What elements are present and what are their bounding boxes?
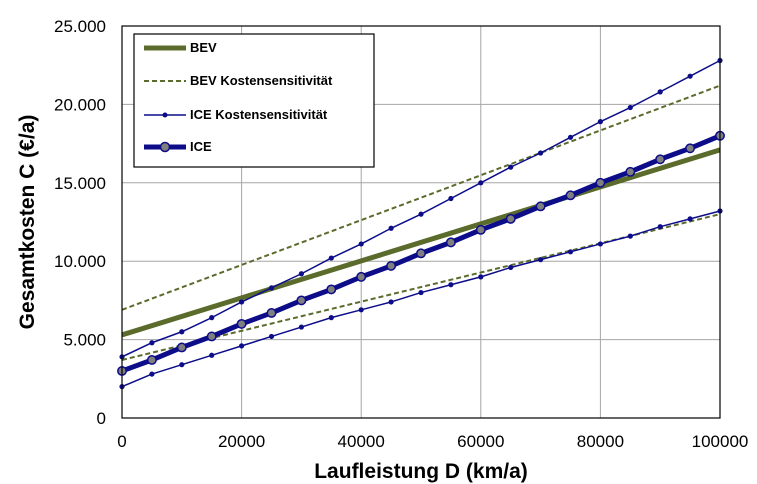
legend-label-bev-sensitivity: BEV Kostensensitivität xyxy=(190,73,333,88)
data-point xyxy=(176,342,187,353)
data-point xyxy=(388,225,394,231)
y-tick-label: 25.000 xyxy=(54,17,106,36)
data-point xyxy=(657,89,663,95)
data-point xyxy=(657,224,663,230)
data-point xyxy=(538,257,544,263)
data-point xyxy=(296,295,307,306)
data-point xyxy=(478,180,484,186)
y-tick-label: 5.000 xyxy=(63,331,106,350)
data-point xyxy=(239,343,245,349)
legend-marker-ice-sensitivity xyxy=(162,112,168,118)
data-point xyxy=(505,213,516,224)
data-point xyxy=(687,216,693,222)
x-tick-label: 100000 xyxy=(692,432,749,451)
data-point xyxy=(146,355,157,365)
legend: BEV BEV Kostensensitivität ICE Kostensen… xyxy=(133,33,375,168)
legend-label-bev: BEV xyxy=(190,40,217,55)
data-point xyxy=(236,318,247,329)
x-tick-label: 40000 xyxy=(338,432,385,451)
data-point xyxy=(149,340,155,346)
data-point xyxy=(268,285,275,291)
data-point xyxy=(565,190,576,201)
data-point xyxy=(268,333,275,340)
data-point xyxy=(448,195,454,202)
legend-label-ice: ICE xyxy=(190,139,212,154)
data-point xyxy=(266,307,277,318)
data-point xyxy=(298,324,304,330)
data-point xyxy=(326,284,337,295)
data-point xyxy=(567,134,574,140)
data-point xyxy=(478,274,484,280)
data-point xyxy=(206,331,217,342)
series-line-bev xyxy=(121,147,721,338)
data-point xyxy=(535,201,546,212)
x-tick-label: 20000 xyxy=(218,432,265,451)
data-point xyxy=(418,289,424,296)
data-point xyxy=(209,352,215,358)
x-tick-label: 0 xyxy=(117,432,126,451)
data-point xyxy=(687,73,693,79)
legend-label-ice-sensitivity: ICE Kostensensitivität xyxy=(190,107,328,122)
y-tick-label: 15.000 xyxy=(54,174,106,193)
data-point xyxy=(358,241,364,247)
data-point xyxy=(627,233,633,239)
x-axis-title: Laufleistung D (km/a) xyxy=(314,460,528,483)
legend-box xyxy=(133,33,375,168)
data-point xyxy=(418,211,424,217)
plot-frame xyxy=(121,25,721,419)
y-tick-labels: 0 5.000 10.000 15.000 20.000 25.000 xyxy=(54,17,106,428)
data-point xyxy=(179,329,185,335)
data-point xyxy=(328,255,334,261)
data-point xyxy=(625,166,636,177)
data-point xyxy=(508,164,514,170)
data-point xyxy=(448,282,454,288)
data-point xyxy=(685,143,696,154)
data-point xyxy=(328,315,334,321)
y-tick-label: 0 xyxy=(97,409,106,428)
data-point xyxy=(475,224,486,235)
x-tick-label: 60000 xyxy=(457,432,504,451)
data-point xyxy=(386,260,397,271)
x-tick-label: 80000 xyxy=(577,432,624,451)
data-point xyxy=(567,249,574,255)
data-point xyxy=(627,104,633,111)
data-point xyxy=(149,371,155,377)
data-point xyxy=(356,271,367,282)
data-point xyxy=(597,119,604,125)
data-point xyxy=(239,299,245,305)
y-tick-label: 20.000 xyxy=(54,95,106,114)
data-point xyxy=(597,241,604,247)
data-point xyxy=(388,299,394,305)
data-point xyxy=(358,307,364,313)
data-point xyxy=(655,154,666,165)
data-point xyxy=(416,248,426,259)
data-point xyxy=(538,150,544,156)
data-point xyxy=(298,271,304,277)
series-line-bev-kostensensitivit-t xyxy=(121,84,721,311)
y-axis-title: Gesamtkosten C (€/a) xyxy=(16,115,39,330)
data-point xyxy=(179,362,185,368)
data-point xyxy=(209,315,215,321)
y-tick-label: 10.000 xyxy=(54,252,106,271)
legend-marker-ice xyxy=(159,141,171,153)
data-point xyxy=(508,264,514,271)
series-layer xyxy=(117,57,725,390)
data-point xyxy=(445,237,456,248)
data-point xyxy=(595,177,606,188)
x-tick-labels: 0 20000 40000 60000 80000 100000 xyxy=(117,432,748,451)
